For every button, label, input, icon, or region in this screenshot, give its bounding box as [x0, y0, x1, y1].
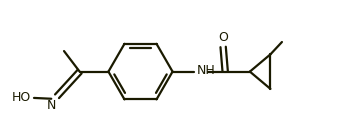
Text: N: N: [47, 99, 56, 112]
Text: NH: NH: [196, 64, 215, 77]
Text: O: O: [219, 31, 229, 44]
Text: HO: HO: [11, 91, 31, 104]
